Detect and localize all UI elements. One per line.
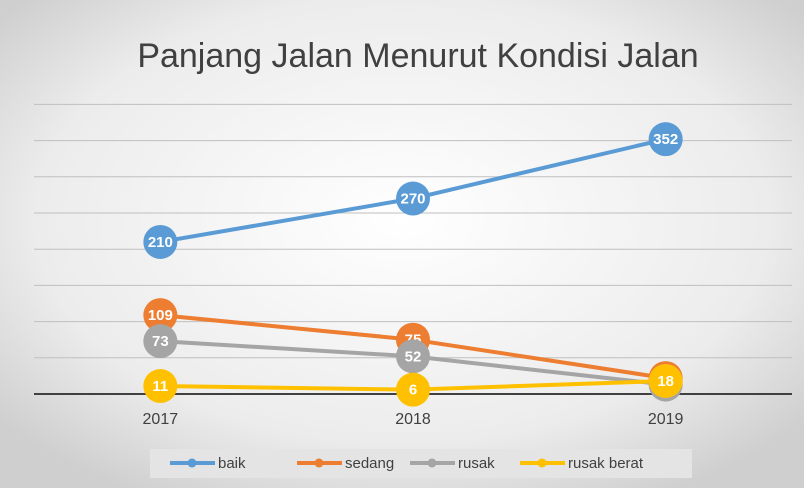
data-label: 270 bbox=[400, 190, 425, 207]
data-point bbox=[143, 369, 178, 404]
legend-marker bbox=[427, 458, 437, 468]
chart-title: Panjang Jalan Menurut Kondisi Jalan bbox=[137, 37, 698, 75]
data-point bbox=[648, 122, 683, 157]
data-label: 352 bbox=[653, 131, 678, 148]
data-label: 210 bbox=[148, 234, 173, 251]
data-label: 109 bbox=[148, 307, 173, 324]
data-point bbox=[648, 363, 683, 398]
legend-marker bbox=[537, 458, 547, 468]
legend-marker bbox=[314, 458, 324, 468]
data-label: 73 bbox=[152, 333, 169, 350]
data-point bbox=[143, 298, 178, 333]
x-tick-label: 2017 bbox=[143, 411, 179, 428]
data-label: 52 bbox=[405, 348, 422, 365]
data-label: 18 bbox=[657, 373, 674, 390]
data-point bbox=[396, 372, 430, 407]
data-point bbox=[396, 181, 430, 216]
legend-label: rusak bbox=[458, 455, 495, 472]
data-label: 6 bbox=[409, 382, 417, 399]
data-point bbox=[143, 324, 178, 359]
legend-label: sedang bbox=[345, 455, 394, 472]
data-label: 11 bbox=[152, 378, 168, 395]
data-point bbox=[396, 339, 430, 374]
x-tick-label: 2018 bbox=[395, 411, 431, 428]
legend-marker bbox=[187, 458, 197, 468]
data-point bbox=[143, 224, 178, 259]
legend-label: baik bbox=[218, 455, 246, 472]
x-tick-label: 2019 bbox=[648, 411, 684, 428]
legend-label: rusak berat bbox=[568, 455, 644, 472]
